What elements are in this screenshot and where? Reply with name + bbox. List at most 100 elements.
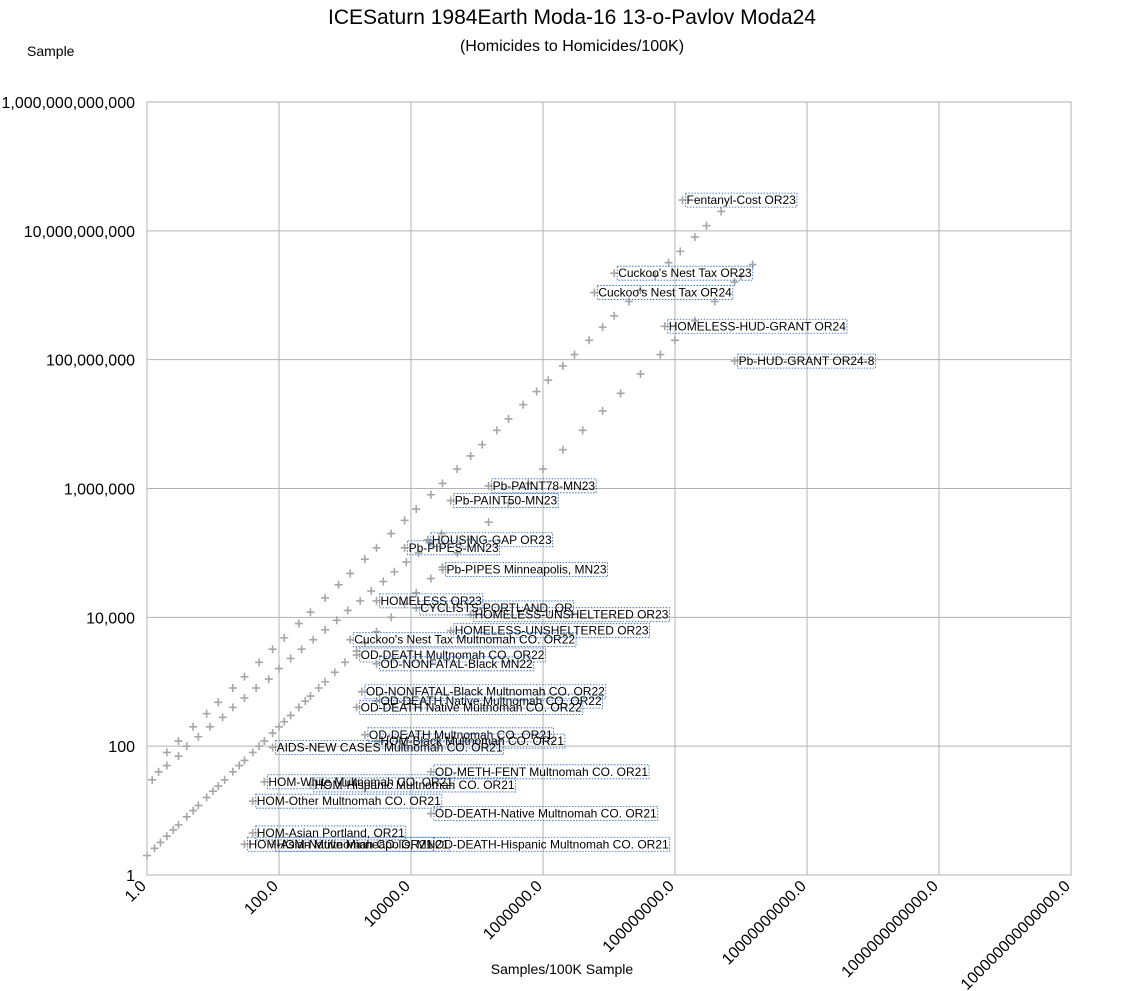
x-tick-label: 1000000.0 xyxy=(480,878,546,944)
data-point xyxy=(280,717,289,726)
data-point xyxy=(387,529,396,538)
data-point xyxy=(341,658,349,667)
x-tick-label: 1000000000000.0 xyxy=(839,878,942,981)
point-label: Pb-PIPES-MN23 xyxy=(409,541,499,555)
data-point xyxy=(651,271,660,280)
data-point xyxy=(240,672,249,681)
data-point xyxy=(228,767,237,776)
data-point xyxy=(154,767,163,776)
y-tick-label: 100,000,000 xyxy=(46,353,135,370)
point-label-box xyxy=(430,532,554,548)
data-point xyxy=(578,426,587,435)
point-label-box xyxy=(379,693,604,709)
y-tick-label: 1,000,000,000,000 xyxy=(2,95,136,112)
data-point xyxy=(343,606,352,615)
data-point xyxy=(598,406,607,415)
point-label-box xyxy=(359,699,584,715)
data-point xyxy=(294,703,303,712)
point-label-box xyxy=(352,632,577,648)
point-label-box xyxy=(407,540,501,556)
grid xyxy=(146,101,1072,876)
data-point xyxy=(387,613,396,622)
data-point xyxy=(656,350,665,359)
data-point xyxy=(519,400,528,409)
data-point xyxy=(321,677,330,686)
data-point xyxy=(240,756,249,765)
data-point xyxy=(286,654,295,663)
chart-title: ICESaturn 1984Earth Moda-16 13-o-Pavlov … xyxy=(328,6,816,29)
data-point xyxy=(453,548,462,557)
data-point xyxy=(182,742,191,751)
data-point xyxy=(360,638,369,647)
y-ticks: 1 100 10,000 1,000,000 100,000,000 10,000,000… xyxy=(2,95,136,885)
data-point xyxy=(306,608,315,617)
point-label: HOM-Asian Multnomah CO. OR21 xyxy=(248,837,432,851)
data-point xyxy=(504,414,513,423)
data-point xyxy=(228,683,237,692)
chart-subtitle: (Homicides to Homicides/100K) xyxy=(459,38,685,55)
point-label: Fentanyl-Cost OR23 xyxy=(687,193,797,207)
data-point xyxy=(275,722,283,731)
point-label-box xyxy=(275,740,505,756)
point-label: HOM-Native Minneapolis, MN21 xyxy=(277,837,449,851)
data-point xyxy=(402,558,411,567)
data-point xyxy=(372,543,381,552)
point-label: Cuckoo's Nest Tax OR23 xyxy=(618,266,752,280)
data-point xyxy=(240,693,249,702)
point-label-box xyxy=(367,727,555,743)
data-point xyxy=(558,445,567,454)
data-point xyxy=(255,742,264,751)
data-point xyxy=(218,713,227,722)
data-point xyxy=(492,426,501,435)
data-point xyxy=(235,761,244,770)
point-label: Pb-PAINT50-MN23 xyxy=(455,494,558,508)
point-label-box xyxy=(247,836,434,852)
data-point xyxy=(228,703,237,712)
y-axis-label: Sample xyxy=(27,43,75,59)
point-label-box xyxy=(596,285,734,300)
data-point xyxy=(570,350,579,359)
point-label: OD-DEATH Multnomah CO. OR22 xyxy=(361,648,545,662)
data-point xyxy=(478,440,487,449)
data-point xyxy=(220,775,229,784)
point-label: Cuckoo's Nest Tax Multnomah CO. OR22 xyxy=(354,633,575,647)
data-point xyxy=(466,451,475,460)
y-tick-label: 100 xyxy=(108,739,135,756)
data-point xyxy=(372,596,381,605)
data-point xyxy=(248,748,257,757)
point-label: Pb-PAINT78-MN23 xyxy=(493,479,596,493)
data-point xyxy=(314,683,323,692)
data-point xyxy=(372,659,381,668)
data-point xyxy=(730,278,739,287)
data-point xyxy=(616,389,625,398)
data-point xyxy=(400,600,409,609)
data-point xyxy=(710,297,719,306)
x-tick-label: 10000000000.0 xyxy=(719,878,810,969)
data-point xyxy=(524,479,533,488)
point-label-box xyxy=(616,265,754,281)
point-label: HOMELESS-HUD-GRANT OR24 xyxy=(669,319,846,333)
point-label: OD-DEATH-Native Multnomah CO. OR21 xyxy=(435,807,657,821)
plot-frame xyxy=(146,101,1072,876)
point-label: OD-NONFATAL-Black MN22 xyxy=(380,657,533,671)
data-point xyxy=(367,587,376,596)
data-point xyxy=(702,221,711,230)
point-label-box xyxy=(359,647,546,663)
data-point xyxy=(268,729,277,738)
data-point xyxy=(202,709,211,718)
point-label: Cuckoo's Nest Tax OR24 xyxy=(598,286,732,300)
point-label: HOM-Asian Portland, OR21 xyxy=(257,826,405,840)
point-label: OD-DEATH Native Multnomah CO. OR22 xyxy=(380,694,601,708)
data-point xyxy=(372,737,381,746)
data-point xyxy=(309,635,318,644)
data-point xyxy=(379,577,388,586)
data-point xyxy=(690,233,699,242)
data-point xyxy=(214,782,223,791)
data-point xyxy=(162,832,171,841)
point-label: HOMELESS-UNSHELTERED OR23 xyxy=(475,608,669,622)
x-axis-label-wrap: Samples/100K Sample xyxy=(0,961,1144,977)
y-tick-label: 1 xyxy=(126,868,135,885)
data-point xyxy=(260,737,269,746)
point-label: Pb-HUD-GRANT OR24-8 xyxy=(739,354,875,368)
